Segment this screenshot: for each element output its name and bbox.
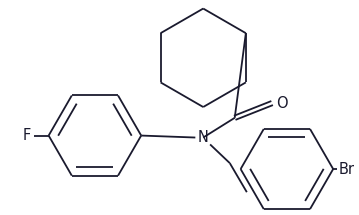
Text: O: O [276,96,288,111]
Text: Br: Br [339,161,355,177]
Text: N: N [198,130,209,145]
Text: F: F [23,128,31,143]
